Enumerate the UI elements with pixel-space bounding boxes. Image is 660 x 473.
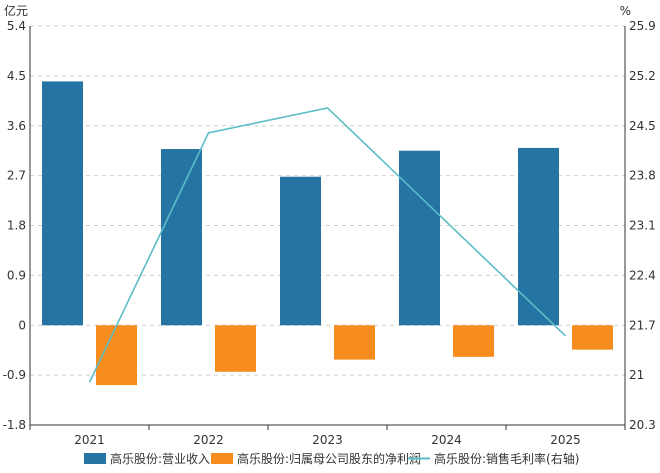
left-axis-unit: 亿元 (4, 3, 28, 18)
right-tick-label: 25.2 (629, 69, 656, 83)
x-tick-label: 2021 (74, 433, 105, 447)
right-tick-label: 23.1 (629, 219, 656, 233)
right-tick-label: 20.3 (629, 418, 656, 432)
legend-label: 高乐股份:归属母公司股东的净利润 (237, 451, 421, 466)
revenue-bar (399, 150, 440, 326)
gross-margin-line (88, 107, 567, 383)
x-tick-label: 2023 (312, 433, 343, 447)
line-series (88, 107, 567, 383)
legend: 高乐股份:营业收入 高乐股份:归属母公司股东的净利润 高乐股份:销售毛利率(右轴) (84, 451, 579, 466)
left-tick-label: 3.6 (7, 119, 26, 133)
right-tick-label: 22.4 (629, 268, 656, 282)
revenue-bar (280, 176, 321, 326)
left-tick-label: -1.8 (3, 418, 26, 432)
net-profit-bar (215, 325, 256, 372)
left-tick-label: -0.9 (3, 368, 26, 382)
left-tick-label: 0.9 (7, 268, 26, 282)
right-tick-label: 24.5 (629, 119, 656, 133)
left-axis-ticks: 5.4 4.5 3.6 2.7 1.8 0.9 0 -0.9 -1.8 (3, 19, 26, 432)
x-tick-label: 2025 (550, 433, 581, 447)
axes (29, 26, 626, 426)
legend-label: 高乐股份:销售毛利率(右轴) (434, 451, 579, 466)
revenue-bar (42, 81, 83, 326)
legend-swatch (211, 453, 233, 464)
left-tick-label: 1.8 (7, 219, 26, 233)
revenue-bar (161, 149, 202, 326)
right-axis-ticks: 25.9 25.2 24.5 23.8 23.1 22.4 21.7 21 20.3 (629, 19, 656, 432)
left-tick-label: 4.5 (7, 69, 26, 83)
legend-swatch (84, 453, 106, 464)
right-tick-label: 23.8 (629, 169, 656, 183)
right-tick-label: 21 (629, 368, 644, 382)
x-tick-label: 2022 (193, 433, 224, 447)
right-tick-label: 21.7 (629, 318, 656, 332)
left-tick-label: 0 (18, 318, 26, 332)
legend-label: 高乐股份:营业收入 (110, 451, 210, 466)
net-profit-bar (453, 325, 494, 357)
right-axis-unit: % (620, 4, 631, 18)
right-tick-label: 25.9 (629, 19, 656, 33)
x-tick-label: 2024 (431, 433, 462, 447)
bar-series (42, 81, 613, 386)
net-profit-bar (334, 325, 375, 360)
net-profit-bar (572, 325, 613, 350)
x-axis-ticks: 2021 2022 2023 2024 2025 (29, 425, 626, 447)
left-tick-label: 5.4 (7, 19, 26, 33)
left-tick-label: 2.7 (7, 169, 26, 183)
revenue-bar (518, 147, 559, 326)
